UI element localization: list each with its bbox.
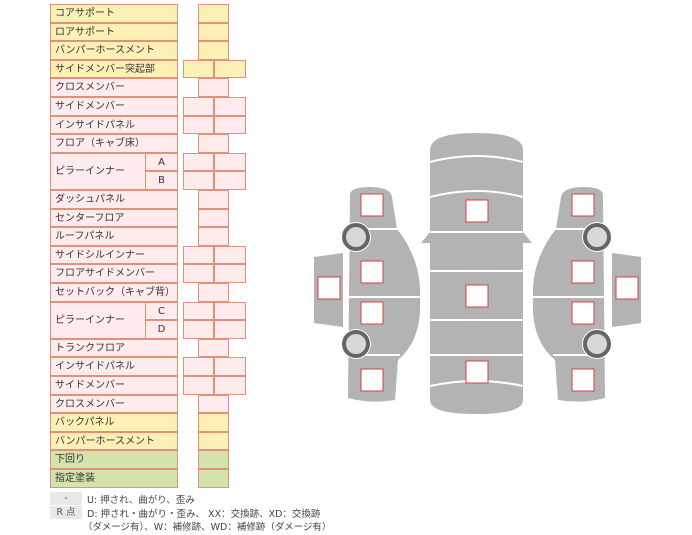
inspection-cell[interactable] (198, 394, 229, 414)
inspection-cell[interactable] (214, 245, 246, 265)
row-label: サイドメンバー (50, 376, 178, 395)
inspection-cell[interactable] (214, 59, 246, 79)
row-sublabel: C (145, 301, 178, 321)
legend-key-r: R 点 (50, 506, 82, 519)
inspection-cell[interactable] (214, 301, 246, 321)
inspection-cell[interactable] (198, 190, 229, 209)
row-sublabel: D (145, 320, 178, 339)
row-label: フロアサイドメンバー (50, 264, 178, 283)
damage-marker-box[interactable] (465, 199, 489, 223)
inspection-cell[interactable] (214, 320, 246, 339)
row-label: 下回り (50, 450, 178, 469)
inspection-cell[interactable] (198, 227, 229, 246)
legend-key-dash: - (50, 492, 82, 505)
row-sublabel: B (145, 171, 178, 190)
inspection-cell[interactable] (198, 283, 229, 302)
row-label: センターフロア (50, 208, 178, 228)
inspection-cell[interactable] (198, 208, 229, 228)
legend-text-d: D: 押され・曲がり・歪み、 XX：交換跡、XD：交換跡 (87, 509, 321, 520)
row-label: バックパネル (50, 413, 178, 432)
row-label: バンパーホースメント (50, 431, 178, 451)
row-sublabel: A (145, 152, 178, 172)
damage-marker-box[interactable] (571, 260, 595, 284)
row-label: セットバック（キャブ背） (50, 283, 178, 302)
inspection-cell[interactable] (183, 245, 214, 265)
damage-marker-box[interactable] (360, 193, 384, 217)
inspection-cell[interactable] (214, 264, 246, 283)
inspection-cell[interactable] (198, 78, 229, 97)
inspection-cell[interactable] (183, 301, 214, 321)
inspection-cell[interactable] (198, 413, 229, 432)
row-label: クロスメンバー (50, 394, 178, 414)
wheel-icons (341, 222, 612, 359)
inspection-cell[interactable] (214, 97, 246, 116)
damage-marker-box[interactable] (465, 360, 489, 384)
inspection-cell[interactable] (214, 376, 246, 395)
row-label: ダッシュパネル (50, 190, 178, 209)
damage-marker-box[interactable] (317, 276, 341, 300)
damage-marker-box[interactable] (571, 301, 595, 325)
row-label: 指定塗装 (50, 469, 178, 488)
row-label: クロスメンバー (50, 78, 178, 97)
row-label: サイドメンバー突起部 (50, 59, 178, 79)
inspection-cell[interactable] (198, 469, 229, 488)
row-label: インサイドパネル (50, 115, 178, 135)
row-label: トランクフロア (50, 338, 178, 358)
inspection-cell[interactable] (183, 59, 214, 79)
row-label: フロア（キャブ床） (50, 134, 178, 153)
inspection-cell[interactable] (183, 152, 214, 172)
inspection-cell[interactable] (198, 22, 229, 42)
inspection-cell[interactable] (198, 338, 229, 358)
inspection-cell[interactable] (183, 171, 214, 190)
damage-marker-box[interactable] (360, 368, 384, 392)
inspection-cell[interactable] (198, 134, 229, 153)
damage-marker-box[interactable] (571, 368, 595, 392)
damage-marker-box[interactable] (571, 193, 595, 217)
damage-marker-box[interactable] (615, 276, 639, 300)
damage-marker-box[interactable] (360, 301, 384, 325)
row-label: サイドメンバー (50, 97, 178, 116)
inspection-cell[interactable] (183, 357, 214, 376)
row-label: ロアサポート (50, 22, 178, 42)
row-label: サイドシルインナー (50, 245, 178, 265)
inspection-cell[interactable] (183, 115, 214, 135)
inspection-cell[interactable] (183, 264, 214, 283)
inspection-cell[interactable] (214, 171, 246, 190)
inspection-cell[interactable] (214, 115, 246, 135)
inspection-cell[interactable] (198, 450, 229, 469)
row-label: コアサポート (50, 4, 178, 23)
legend-text-w: （ダメージ有）、W：補修跡、WD：補修跡（ダメージ有） (83, 522, 332, 533)
row-label: ルーフパネル (50, 227, 178, 246)
inspection-cell[interactable] (198, 4, 229, 23)
inspection-cell[interactable] (183, 320, 214, 339)
inspection-cell[interactable] (214, 152, 246, 172)
legend-text-u: U: 押され、曲がり、歪み (87, 495, 195, 506)
damage-marker-box[interactable] (465, 284, 489, 308)
inspection-cell[interactable] (183, 97, 214, 116)
inspection-cell[interactable] (198, 431, 229, 451)
inspection-cell[interactable] (214, 357, 246, 376)
inspection-cell[interactable] (183, 376, 214, 395)
row-label: インサイドパネル (50, 357, 178, 376)
damage-marker-box[interactable] (360, 260, 384, 284)
row-label: バンパーホースメント (50, 41, 178, 60)
inspection-cell[interactable] (198, 41, 229, 60)
